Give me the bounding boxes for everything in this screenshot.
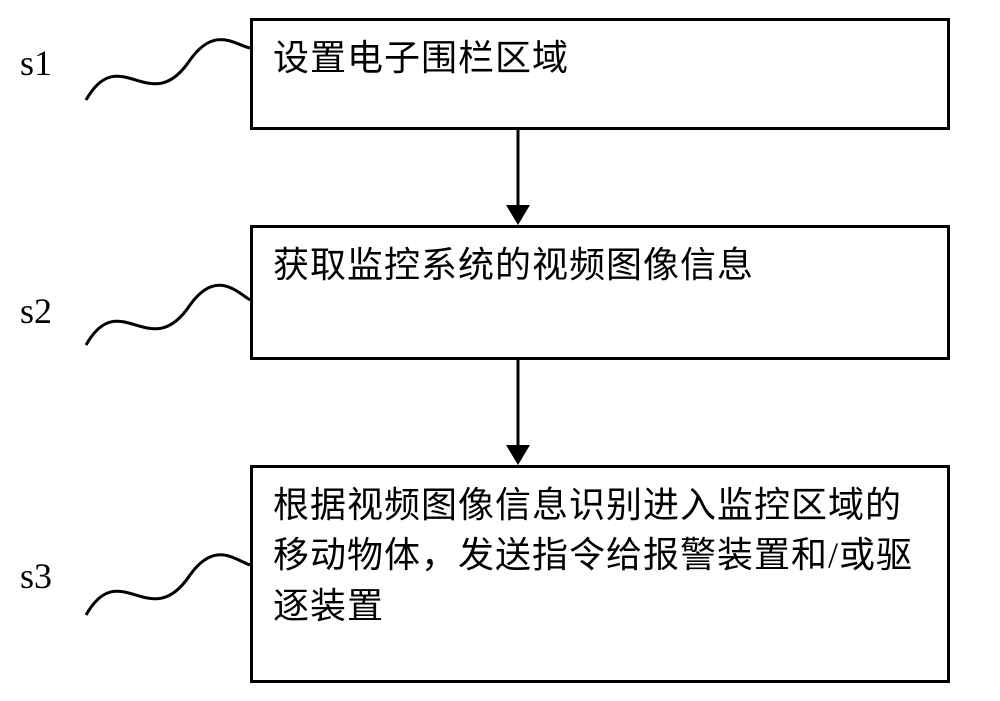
flow-box-s1: 设置电子围栏区域 (250, 18, 950, 130)
flow-label-s2: s2 (20, 290, 52, 332)
flow-box-s1-text: 设置电子围栏区域 (273, 33, 569, 83)
flow-box-s2-text: 获取监控系统的视频图像信息 (273, 240, 754, 290)
flow-box-s2: 获取监控系统的视频图像信息 (250, 225, 950, 360)
flow-label-s1: s1 (20, 42, 52, 84)
flow-box-s3: 根据视频图像信息识别进入监控区域的移动物体，发送指令给报警装置和/或驱逐装置 (250, 465, 950, 683)
flow-label-s3: s3 (20, 555, 52, 597)
flow-box-s3-text: 根据视频图像信息识别进入监控区域的移动物体，发送指令给报警装置和/或驱逐装置 (273, 480, 927, 631)
flowchart-diagram: 设置电子围栏区域 s1 获取监控系统的视频图像信息 s2 根据视频图像信息识别进… (0, 0, 1000, 701)
